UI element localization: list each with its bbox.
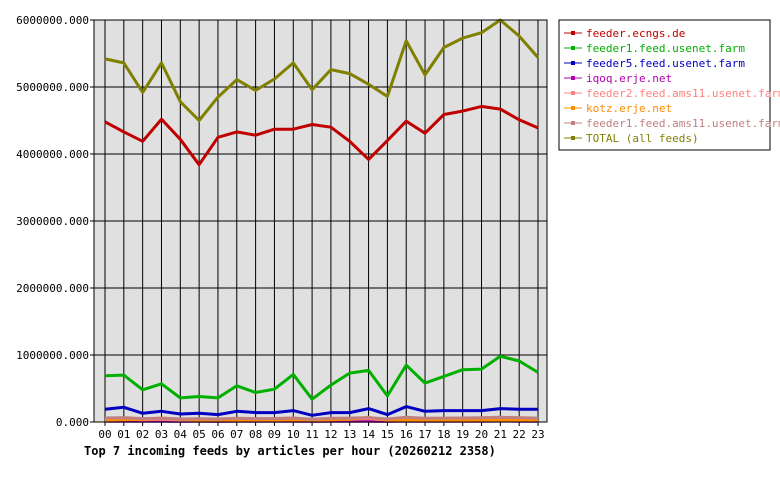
x-tick-label: 03 (155, 428, 168, 441)
grid-lines (94, 19, 547, 423)
legend-label: kotz.erje.net (586, 102, 672, 115)
x-tick-label: 22 (513, 428, 526, 441)
x-tick-label: 15 (381, 428, 394, 441)
x-tick-label: 00 (98, 428, 111, 441)
legend-swatch-marker (571, 46, 575, 50)
x-tick-label: 02 (136, 428, 149, 441)
legend: feeder.ecngs.de feeder1.feed.usenet.farm f… (558, 19, 780, 151)
legend-label: feeder.ecngs.de (586, 27, 685, 40)
x-tick-label: 08 (249, 428, 262, 441)
legend-swatch-marker (571, 31, 575, 35)
x-tick-label: 21 (494, 428, 507, 441)
series-line-7 (104, 18, 540, 122)
legend-swatch-marker (571, 136, 575, 140)
x-tick-label: 18 (437, 428, 450, 441)
plot-border (93, 19, 548, 423)
x-tick-label: 07 (230, 428, 243, 441)
x-tick-label: 17 (418, 428, 431, 441)
series-line-2 (104, 405, 538, 417)
legend-label: feeder2.feed.ams11.usenet.farm (586, 87, 780, 100)
x-tick-label: 12 (324, 428, 337, 441)
y-tick-label: 2000000.000 (16, 282, 89, 295)
y-tick-label: 6000000.000 (16, 14, 89, 27)
x-tick-label: 19 (456, 428, 469, 441)
series-lines (104, 18, 540, 423)
x-tick-label: 06 (211, 428, 224, 441)
x-tick-label: 09 (268, 428, 281, 441)
legend-label: feeder1.feed.usenet.farm (586, 42, 745, 55)
series-line-1 (104, 354, 539, 401)
legend-swatch-marker (571, 106, 575, 110)
legend-swatch-marker (571, 76, 575, 80)
x-axis: 00 01 02 03 04 05 06 07 08 09 10 11 12 13 14 15 16 17 18 19… (98, 422, 545, 441)
y-axis: 0.000 1000000.000 2000000.000 3000000.000 40… (16, 14, 94, 429)
x-tick-label: 23 (531, 428, 544, 441)
x-tick-label: 13 (343, 428, 356, 441)
legend-label: TOTAL (all feeds) (586, 132, 699, 145)
x-tick-label: 10 (287, 428, 300, 441)
legend-swatch-marker (571, 61, 575, 65)
series-line-0 (104, 104, 539, 167)
x-tick-label: 04 (174, 428, 188, 441)
x-tick-label: 05 (193, 428, 206, 441)
legend-label: iqoq.erje.net (586, 72, 672, 85)
legend-box (558, 19, 771, 151)
y-tick-label: 0.000 (56, 416, 89, 429)
series-line-6 (104, 415, 539, 421)
x-tick-label: 16 (400, 428, 413, 441)
y-tick-label: 4000000.000 (16, 148, 89, 161)
legend-label: feeder1.feed.ams11.usenet.farm (586, 117, 780, 130)
legend-label: feeder5.feed.usenet.farm (586, 57, 745, 70)
x-tick-label: 14 (362, 428, 376, 441)
chart-caption: Top 7 incoming feeds by articles per hou… (84, 444, 496, 458)
x-tick-label: 20 (475, 428, 488, 441)
x-tick-label: 01 (117, 428, 130, 441)
legend-swatch-marker (571, 91, 575, 95)
y-tick-label: 5000000.000 (16, 81, 89, 94)
legend-swatch-marker (571, 121, 575, 125)
y-tick-label: 1000000.000 (16, 349, 89, 362)
y-tick-label: 3000000.000 (16, 215, 89, 228)
x-tick-label: 11 (305, 428, 318, 441)
